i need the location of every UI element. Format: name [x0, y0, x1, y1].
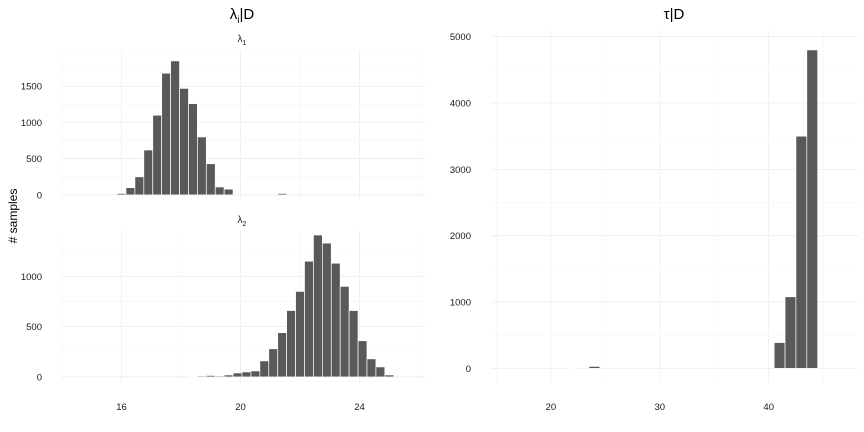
histogram-bar — [295, 291, 305, 378]
histogram-bar — [241, 371, 252, 378]
y-axis-label: # samples — [6, 189, 20, 244]
histogram-bar — [277, 332, 287, 378]
panel-tau: 0 1000 2000 3000 4000 5000 20 30 40 — [450, 30, 858, 413]
x-tick-label: 24 — [354, 402, 365, 413]
right-chart-title: τ|D — [664, 6, 685, 23]
histogram-bar — [784, 296, 797, 369]
histogram-bar — [321, 242, 332, 378]
histogram-bar — [384, 374, 395, 378]
histogram-bar — [313, 234, 323, 378]
histogram-bar — [197, 375, 207, 378]
x-tick-label: 30 — [655, 402, 666, 413]
y-tick-label: 0 — [37, 372, 42, 383]
histogram-bar — [268, 348, 279, 378]
histogram-bar — [795, 135, 808, 369]
y-tick-label: 1000 — [450, 298, 471, 309]
histogram-bar — [566, 367, 579, 369]
histogram-bar — [773, 342, 786, 369]
histogram-bar — [375, 366, 386, 378]
histogram-bar — [188, 376, 198, 378]
histogram-bar — [179, 88, 189, 196]
x-tick-label: 20 — [546, 402, 557, 413]
y-tick-label: 500 — [26, 154, 42, 165]
histogram-bar — [588, 366, 601, 369]
x-tick-label: 40 — [763, 402, 774, 413]
histogram-bar — [366, 358, 377, 378]
y-tick-label: 1000 — [21, 272, 42, 283]
x-tick-label: 20 — [235, 402, 246, 413]
y-tick-label: 1000 — [21, 118, 42, 129]
histogram-bar — [170, 60, 180, 196]
histogram-bar — [232, 372, 243, 378]
histogram-bar — [197, 136, 207, 196]
left-chart-title: λi|D — [230, 6, 255, 26]
y-tick-label: 5000 — [450, 32, 471, 43]
histogram-bar — [214, 186, 225, 196]
histogram-bar — [223, 188, 234, 196]
y-tick-label: 2000 — [450, 231, 471, 242]
y-tick-label: 4000 — [450, 98, 471, 109]
y-tick-label: 3000 — [450, 165, 471, 176]
histogram-bar — [223, 374, 234, 378]
facet-strip-lambda2: λ2 — [238, 215, 247, 228]
histogram-bar — [143, 149, 154, 196]
histogram-bar — [357, 340, 368, 378]
panel-lambda2: 0 500 1000 16 20 24 — [21, 231, 425, 413]
histogram-bar — [250, 370, 261, 378]
histogram-bar — [152, 114, 163, 196]
histogram-bar — [286, 310, 296, 378]
histogram-bar — [205, 163, 216, 196]
histogram-bar — [214, 375, 225, 378]
panel-lambda1: 0 500 1000 1500 — [21, 49, 425, 201]
y-tick-label: 500 — [26, 322, 42, 333]
histogram-bar — [259, 360, 270, 378]
x-tick-label: 16 — [116, 402, 127, 413]
histogram-bar — [330, 262, 341, 378]
histogram-bar — [806, 49, 819, 369]
y-tick-label: 1500 — [21, 82, 42, 93]
histogram-bar — [116, 193, 127, 196]
histogram-bar — [277, 193, 287, 196]
facet-strip-lambda1: λ1 — [238, 34, 247, 47]
histogram-bar — [205, 375, 216, 378]
histogram-bar — [134, 176, 145, 196]
histogram-bar — [161, 72, 171, 196]
y-tick-label: 0 — [466, 364, 471, 375]
left-title-subscript: i — [237, 15, 239, 26]
histogram-bar — [339, 286, 350, 378]
histogram-bar — [188, 103, 198, 196]
histogram-bar — [125, 187, 136, 196]
histogram-bar — [348, 310, 359, 378]
y-tick-label: 0 — [37, 190, 42, 201]
histogram-bar — [304, 260, 314, 378]
